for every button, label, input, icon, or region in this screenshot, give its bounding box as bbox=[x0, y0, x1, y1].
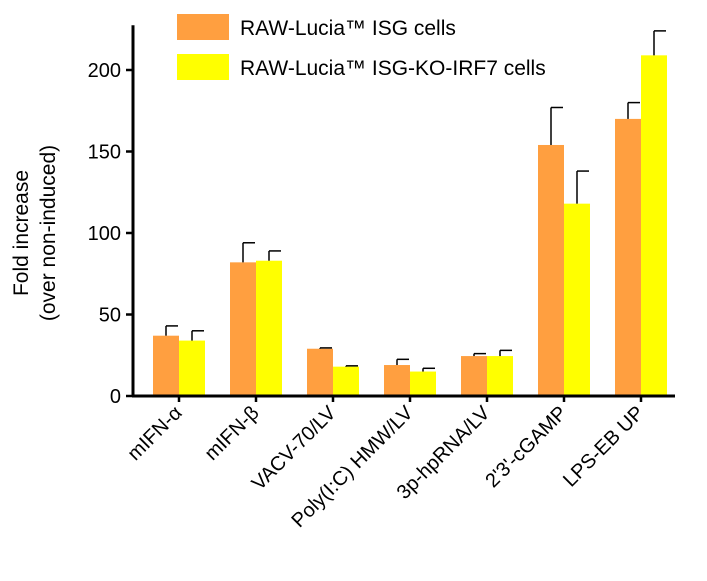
bars bbox=[153, 30, 667, 397]
x-tick-label: 2'3'-cGAMP bbox=[481, 402, 571, 492]
bar bbox=[564, 203, 590, 396]
y-tick-label: 100 bbox=[88, 223, 121, 245]
y-axis-label: Fold increase bbox=[10, 170, 33, 296]
bar bbox=[641, 55, 667, 396]
legend-label: RAW-Lucia™ ISG cells bbox=[240, 17, 456, 40]
bar bbox=[179, 340, 205, 396]
legend: RAW-Lucia™ ISG cells RAW-Lucia™ ISG-KO-IR… bbox=[177, 14, 546, 80]
bar bbox=[615, 118, 641, 397]
y-tick-label: 50 bbox=[99, 305, 121, 327]
bar bbox=[538, 144, 564, 396]
bar bbox=[307, 348, 333, 396]
bar bbox=[410, 371, 436, 396]
x-tick-label: LPS-EB UP bbox=[559, 402, 648, 491]
bar bbox=[153, 335, 179, 396]
bar bbox=[333, 366, 359, 396]
bar bbox=[461, 356, 487, 396]
y-axis-label-sub: (over non-induced) bbox=[37, 145, 60, 321]
y-tick-label: 0 bbox=[110, 386, 121, 408]
bar bbox=[487, 356, 513, 396]
legend-label: RAW-Lucia™ ISG-KO-IRF7 cells bbox=[240, 57, 546, 80]
legend-swatch bbox=[177, 14, 229, 40]
legend-swatch bbox=[177, 54, 229, 80]
bar bbox=[230, 262, 256, 396]
y-tick-label: 200 bbox=[88, 60, 121, 82]
bar bbox=[384, 365, 410, 396]
bar bbox=[256, 260, 282, 396]
x-tick-label: mIFN-β bbox=[201, 402, 264, 465]
x-tick-label: mIFN-α bbox=[124, 402, 187, 465]
y-tick-label: 150 bbox=[88, 142, 121, 164]
